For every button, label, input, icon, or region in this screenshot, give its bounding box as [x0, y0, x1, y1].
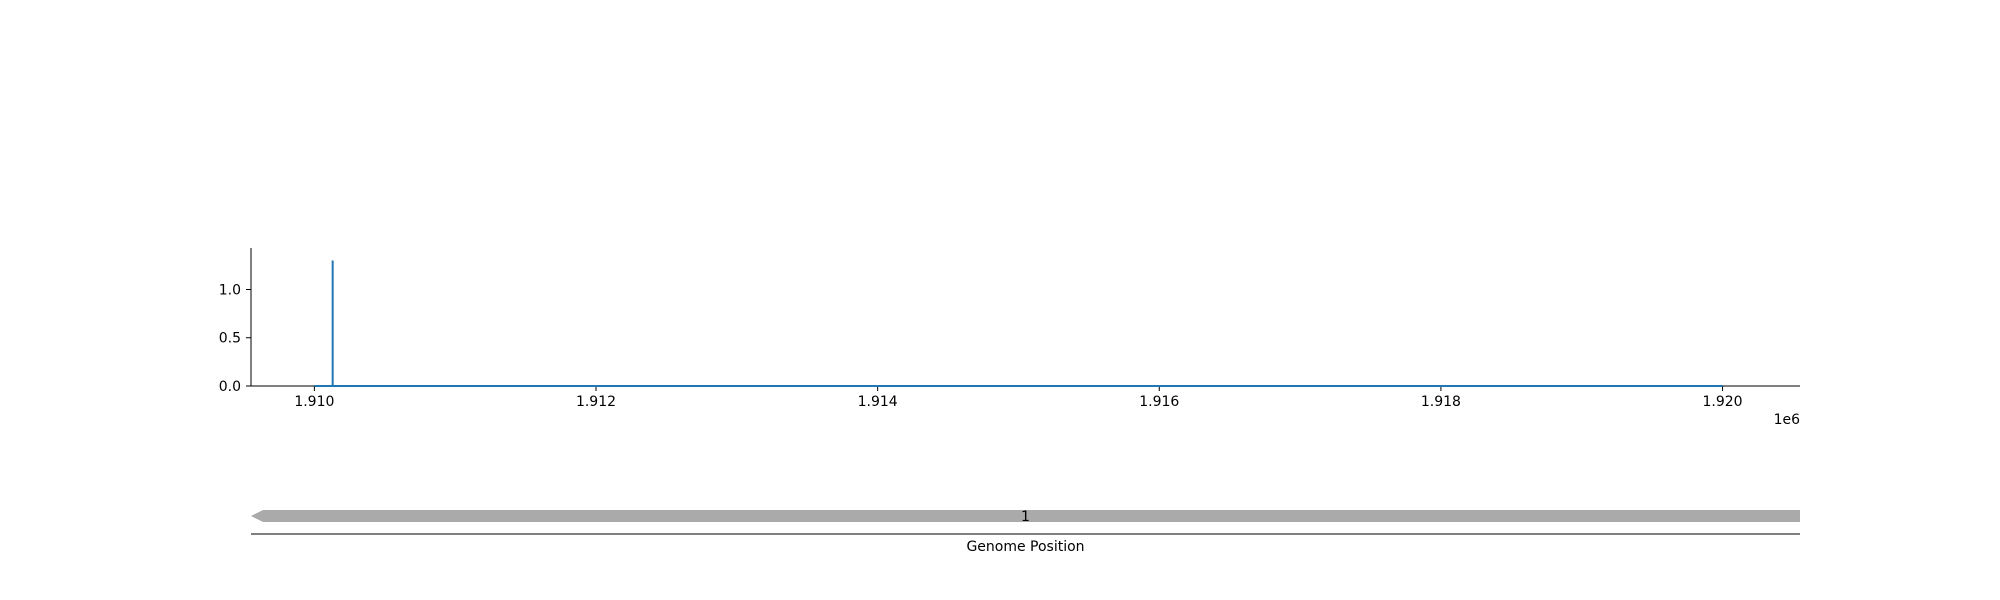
x-tick-label: 1.914 [858, 394, 898, 410]
y-tick-label: 0.0 [219, 379, 241, 395]
feature-group: 1 [251, 509, 1800, 525]
y-ticks: 0.0 0.5 1.0 [219, 282, 251, 395]
x-ticks: 1.910 1.912 1.914 1.916 1.918 1.920 [294, 386, 1743, 410]
x-tick-label: 1.920 [1703, 394, 1743, 410]
x-tick-label: 1.912 [576, 394, 616, 410]
x-axis-label: Genome Position [966, 539, 1084, 555]
series-line [314, 260, 1723, 387]
x-tick-label: 1.918 [1421, 394, 1461, 410]
gene-feature-arrow [251, 510, 1800, 522]
y-tick-label: 1.0 [219, 282, 241, 298]
x-tick-label: 1.916 [1139, 394, 1179, 410]
x-tick-label: 1.910 [294, 394, 334, 410]
gene-feature-label: 1 [1021, 509, 1030, 525]
y-tick-label: 0.5 [219, 331, 241, 347]
x-offset-label: 1e6 [1774, 412, 1801, 428]
coverage-plot-panel: 1.910 1.912 1.914 1.916 1.918 1.920 0.0 0.5 1.0… [219, 248, 1800, 428]
series-group [314, 260, 1723, 387]
gene-track-panel: 1 Genome Position [251, 509, 1800, 555]
